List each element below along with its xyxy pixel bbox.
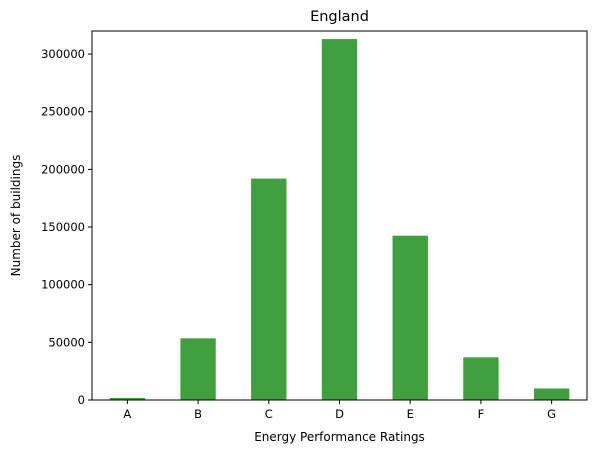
- y-axis-ticks: 0 50000 100000 150000 200000 250000 300000: [41, 47, 92, 407]
- y-tick-label-100000: 100000: [41, 278, 85, 292]
- x-tick-label-A: A: [123, 407, 131, 421]
- chart-title: England: [310, 9, 369, 25]
- plot-frame: [91, 30, 588, 401]
- y-tick-label-300000: 300000: [41, 47, 85, 61]
- x-tick-label-G: G: [547, 407, 556, 421]
- x-tick-label-E: E: [407, 407, 414, 421]
- x-tick-label-F: F: [478, 407, 485, 421]
- y-tick-label-250000: 250000: [41, 105, 85, 119]
- bar-F: [463, 357, 499, 400]
- x-tick-label-D: D: [335, 407, 344, 421]
- y-tick-label-150000: 150000: [41, 220, 85, 234]
- x-axis-ticks: A B C D E F G: [123, 400, 556, 421]
- x-axis-label: Energy Performance Ratings: [254, 430, 425, 444]
- bar-E: [392, 235, 428, 400]
- y-tick-label-0: 0: [78, 393, 85, 407]
- bar-A: [109, 397, 146, 400]
- bar-D: [321, 39, 358, 401]
- bar-C: [251, 178, 287, 400]
- x-tick-label-C: C: [265, 407, 273, 421]
- x-tick-label-B: B: [194, 407, 202, 421]
- bar-B: [180, 338, 216, 400]
- y-axis-label: Number of buildings: [9, 155, 23, 277]
- y-tick-label-200000: 200000: [41, 162, 85, 176]
- y-tick-label-50000: 50000: [48, 335, 85, 349]
- bars-group: [109, 39, 570, 401]
- bar-G: [533, 388, 570, 400]
